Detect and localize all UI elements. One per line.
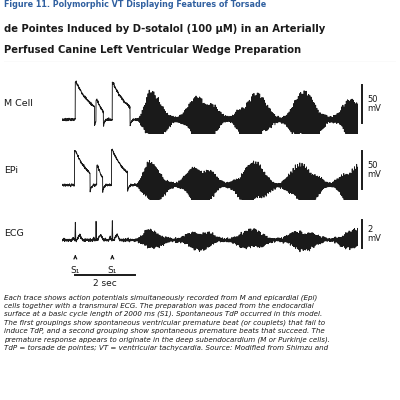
Text: ECG: ECG [4, 230, 24, 238]
Text: Figure 11. Polymorphic VT Displaying Features of Torsade: Figure 11. Polymorphic VT Displaying Fea… [4, 0, 266, 9]
Text: de Pointes Induced by D-sotalol (100 μM) in an Arterially: de Pointes Induced by D-sotalol (100 μM)… [4, 24, 325, 34]
Text: Each trace shows action potentials simultaneously recorded from M and epicardial: Each trace shows action potentials simul… [4, 294, 330, 351]
Text: Perfused Canine Left Ventricular Wedge Preparation: Perfused Canine Left Ventricular Wedge P… [4, 45, 301, 55]
Text: EPi: EPi [4, 166, 18, 174]
Text: 2 sec: 2 sec [93, 279, 117, 288]
Text: S₁: S₁ [108, 266, 117, 274]
Text: M Cell: M Cell [4, 100, 33, 108]
Text: S₁: S₁ [71, 266, 80, 274]
Text: 50
mV: 50 mV [367, 95, 381, 113]
Text: 2
mV: 2 mV [367, 225, 381, 243]
Text: 50
mV: 50 mV [367, 161, 381, 179]
